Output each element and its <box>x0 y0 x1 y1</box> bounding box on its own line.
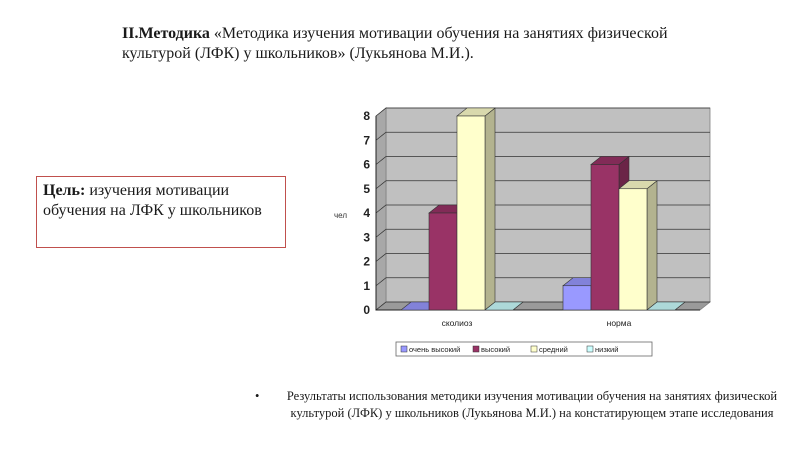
bar <box>562 285 592 311</box>
bar-side <box>646 180 658 311</box>
legend-label: низкий <box>595 345 618 354</box>
bar-top <box>646 301 686 311</box>
bar-chart: 0 1 2 3 4 5 6 7 8 чел сколиоз норма очень высокий выс… <box>334 107 712 357</box>
slide-title: II.Методика «Методика изучения мотивации… <box>122 24 682 64</box>
legend-swatch <box>530 345 538 353</box>
gridline <box>375 107 710 117</box>
title-bold: II.Методика <box>122 25 210 42</box>
legend-label: средний <box>539 345 568 354</box>
bar <box>618 188 648 311</box>
title-rest: «Методика изучения мотивации обучения на… <box>122 25 668 62</box>
y-tick-label: 2 <box>363 255 370 269</box>
bar <box>456 115 486 311</box>
caption: • Результаты использования методики изуч… <box>255 388 795 422</box>
legend-swatch <box>472 345 480 353</box>
caption-text: Результаты использования методики изучен… <box>286 389 778 420</box>
legend-swatch <box>586 345 594 353</box>
y-tick-label: 7 <box>363 133 370 147</box>
legend-label: очень высокий <box>409 345 460 354</box>
bar <box>590 164 620 311</box>
x-tick-label: норма <box>607 318 632 328</box>
goal-text: изучения мотивации обучения на ЛФК у шко… <box>43 182 262 219</box>
y-tick-label: 6 <box>363 158 370 172</box>
y-tick-label: 8 <box>363 109 370 123</box>
y-tick-label: 4 <box>363 206 370 220</box>
bar <box>428 212 458 311</box>
y-tick-label: 3 <box>363 230 370 244</box>
caption-bullet: • <box>255 389 260 403</box>
y-axis-label: чел <box>334 211 347 220</box>
bar-side <box>484 107 496 311</box>
y-tick-label: 0 <box>363 303 370 317</box>
y-tick-label: 1 <box>363 279 370 293</box>
goal-box: Цель: изучения мотивации обучения на ЛФК… <box>36 176 286 248</box>
y-tick-label: 5 <box>363 182 370 196</box>
x-tick-label: сколиоз <box>442 318 473 328</box>
legend-swatch <box>400 345 408 353</box>
bar-top <box>484 301 524 311</box>
goal-bold: Цель: <box>43 182 86 199</box>
legend-label: высокий <box>481 345 510 354</box>
legend-box <box>395 341 653 357</box>
gridline <box>375 131 710 141</box>
